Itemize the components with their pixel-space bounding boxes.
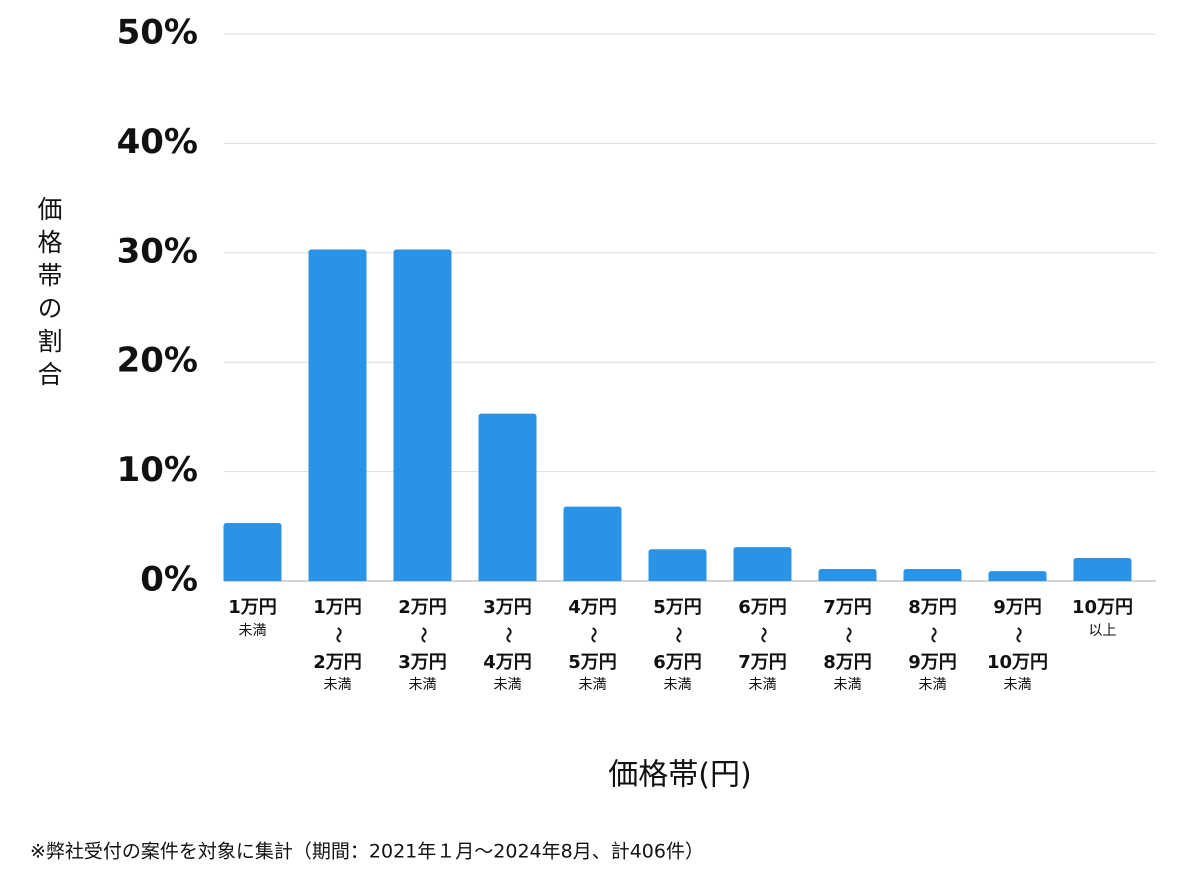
bar: [393, 249, 452, 581]
bar: [223, 523, 282, 581]
bar: [903, 568, 962, 581]
x-tick-label: 未満: [664, 677, 692, 693]
x-tick-label: 未満: [324, 677, 352, 693]
x-tick-label: 未満: [579, 677, 607, 693]
x-tick-label: 未満: [239, 623, 267, 639]
x-tick-label: 〜: [839, 627, 858, 643]
x-tick-label: 1万円: [228, 597, 277, 618]
x-tick-label: 〜: [414, 627, 433, 643]
x-tick-label: 〜: [1009, 627, 1028, 643]
bar: [563, 506, 622, 581]
x-tick-label: 未満: [919, 677, 947, 693]
y-tick-label: 20%: [117, 341, 198, 381]
bar: [988, 571, 1047, 581]
x-tick-label: 〜: [669, 627, 688, 643]
bar: [733, 547, 792, 581]
y-axis-title: 価格帯の割合: [34, 196, 63, 394]
x-tick-label: 2万円: [313, 652, 362, 673]
x-tick-label: 9万円: [993, 597, 1042, 618]
x-tick-label: 5万円: [653, 597, 702, 618]
x-tick-label: 9万円: [908, 652, 957, 673]
bar: [308, 249, 367, 581]
x-tick-label: 3万円: [483, 597, 532, 618]
x-tick-label: 8万円: [908, 597, 957, 618]
y-tick-label: 0%: [140, 560, 198, 600]
y-tick-label: 10%: [117, 450, 198, 490]
x-tick-label: 〜: [754, 627, 773, 643]
bar: [648, 549, 707, 581]
x-tick-label: 5万円: [568, 652, 617, 673]
x-tick-label: 未満: [494, 677, 522, 693]
x-axis-title: 価格帯(円): [608, 758, 751, 793]
x-tick-label: 10万円: [1072, 597, 1133, 618]
y-tick-label: 50%: [117, 13, 198, 53]
x-tick-label: 未満: [749, 677, 777, 693]
x-tick-label: 4万円: [568, 597, 617, 618]
x-tick-label: 4万円: [483, 652, 532, 673]
x-tick-label: 7万円: [738, 652, 787, 673]
x-tick-label: 未満: [834, 677, 862, 693]
x-tick-label: 6万円: [653, 652, 702, 673]
x-tick-label: 未満: [409, 677, 437, 693]
x-tick-label: 以上: [1089, 623, 1117, 639]
x-tick-label: 未満: [1004, 677, 1032, 693]
x-tick-label: 6万円: [738, 597, 787, 618]
x-tick-label: 2万円: [398, 597, 447, 618]
x-tick-label: 1万円: [313, 597, 362, 618]
x-tick-label: 〜: [584, 627, 603, 643]
x-tick-label: 7万円: [823, 597, 872, 618]
x-tick-label: 8万円: [823, 652, 872, 673]
x-tick-label: 3万円: [398, 652, 447, 673]
x-tick-label: 〜: [499, 627, 518, 643]
footnote: ※弊社受付の案件を対象に集計（期間：2021年１月〜2024年8月、計406件）: [30, 841, 704, 863]
bar: [478, 413, 537, 581]
x-tick-label: 〜: [329, 627, 348, 643]
x-tick-label: 〜: [924, 627, 943, 643]
y-tick-label: 30%: [117, 231, 198, 271]
x-tick-label: 10万円: [987, 652, 1048, 673]
bar: [818, 568, 877, 581]
bar: [1073, 558, 1132, 581]
y-tick-label: 40%: [117, 122, 198, 162]
